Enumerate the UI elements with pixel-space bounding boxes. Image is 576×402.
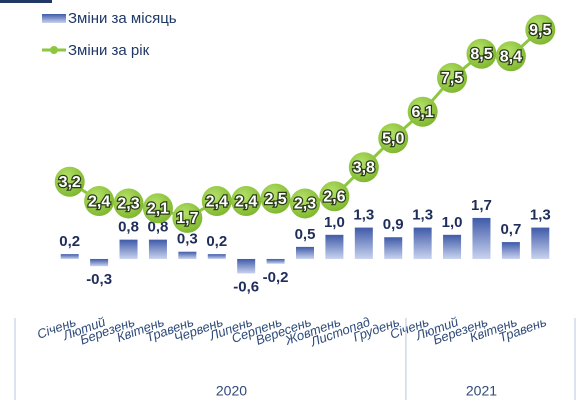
- bar-value-label: 0,7: [500, 221, 521, 238]
- line-value-label: 8,5: [470, 46, 492, 63]
- line-value-label: 2,4: [88, 193, 110, 210]
- bar-value-label: 1,3: [353, 207, 374, 224]
- line-value-label: 2,6: [323, 188, 345, 205]
- bar-value-label: 1,0: [442, 214, 463, 231]
- line-dot: [54, 166, 85, 197]
- line-dot: [348, 152, 379, 183]
- line-value-label: 1,7: [176, 210, 198, 227]
- bar: [325, 234, 344, 259]
- bar-value-label: -0,6: [233, 278, 259, 295]
- bar: [60, 254, 79, 259]
- line-dot: [142, 193, 173, 224]
- bar-value-label: 0,9: [383, 216, 404, 233]
- bar: [178, 251, 197, 259]
- bar-value-label: 0,5: [295, 226, 316, 243]
- bar-value-label: 0,2: [206, 233, 227, 250]
- bar-value-label: 1,0: [324, 214, 345, 231]
- line-dot: [84, 186, 115, 217]
- line-dot: [201, 186, 232, 217]
- bar: [90, 258, 109, 267]
- line-dot: [466, 38, 497, 69]
- bar-value-label: 0,8: [148, 219, 169, 236]
- line-value-label: 3,2: [59, 174, 81, 191]
- line-value-label: 2,3: [294, 196, 316, 213]
- line-value-label: 3,8: [353, 159, 375, 176]
- line-dot: [319, 181, 350, 212]
- legend-label: Зміни за місяць: [68, 10, 177, 27]
- bar: [266, 258, 285, 264]
- line-value-label: 2,3: [117, 196, 139, 213]
- line-value-label: 2,1: [147, 200, 169, 217]
- legend-label: Зміни за рік: [68, 42, 150, 59]
- legend-bar-swatch: [42, 14, 66, 23]
- line-value-label: 7,5: [441, 70, 463, 87]
- line-value-label: 8,4: [500, 48, 522, 65]
- bar-value-label: 0,3: [177, 231, 198, 248]
- bar: [384, 237, 403, 259]
- bar-value-label: -0,3: [86, 271, 112, 288]
- bar-value-label: -0,2: [263, 269, 289, 286]
- line-dot: [378, 123, 409, 154]
- line-value-label: 2,4: [206, 193, 228, 210]
- bar: [237, 258, 256, 274]
- line-dot: [113, 188, 144, 219]
- line-dot: [290, 188, 320, 219]
- line-dot: [407, 96, 438, 127]
- corner-bar: [0, 0, 52, 3]
- bar: [531, 227, 550, 259]
- bar: [443, 234, 462, 259]
- line-dot: [260, 183, 291, 214]
- line-value-label: 5,0: [382, 130, 404, 147]
- line-dot: [172, 202, 203, 233]
- bar-value-label: 0,8: [118, 219, 139, 236]
- bar-value-label: 1,7: [471, 197, 492, 214]
- year-label: 2021: [466, 383, 497, 399]
- bar: [354, 227, 373, 259]
- bar: [413, 227, 432, 259]
- bar-value-label: 1,3: [530, 207, 551, 224]
- line-value-label: 9,5: [529, 22, 551, 39]
- line-dot: [437, 62, 468, 93]
- line-value-label: 2,5: [264, 191, 286, 208]
- line-dot: [495, 41, 526, 72]
- bar: [501, 242, 520, 259]
- bar: [119, 239, 138, 259]
- bar-value-label: 1,3: [412, 207, 433, 224]
- legend: Зміни за місяць Зміни за рік: [42, 10, 177, 59]
- line-dot: [231, 186, 262, 217]
- bar: [148, 239, 167, 259]
- bar: [207, 254, 226, 259]
- line-value-label: 6,1: [412, 104, 434, 121]
- line-dot: [525, 14, 556, 45]
- legend-dot: [50, 46, 58, 54]
- bar: [296, 246, 314, 259]
- year-label: 2020: [216, 383, 247, 399]
- line-value-label: 2,4: [235, 193, 257, 210]
- bar-value-label: 0,2: [59, 233, 80, 250]
- bar: [472, 217, 491, 259]
